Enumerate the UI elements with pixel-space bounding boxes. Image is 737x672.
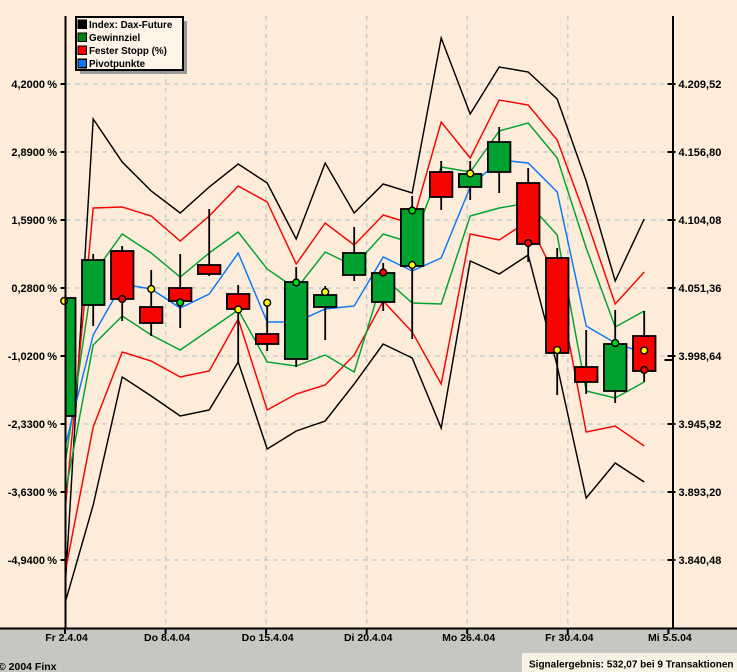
svg-text:Index: Dax-Future: Index: Dax-Future [89,20,173,31]
svg-text:-2,3300 %: -2,3300 % [8,419,58,431]
svg-text:4.051,36: 4.051,36 [679,283,722,295]
svg-text:1,5900 %: 1,5900 % [11,215,57,227]
svg-text:Fr 2.4.04: Fr 2.4.04 [45,632,88,644]
svg-text:-1,0200 %: -1,0200 % [8,351,58,363]
svg-text:4.104,08: 4.104,08 [679,215,722,227]
svg-text:© 2004 Finx: © 2004 Finx [0,661,57,672]
svg-text:0,2800 %: 0,2800 % [11,283,57,295]
svg-text:Do 8.4.04: Do 8.4.04 [144,632,190,644]
svg-text:Pivotpunkte: Pivotpunkte [89,59,146,70]
svg-text:Gewinnziel: Gewinnziel [89,33,140,44]
svg-text:Signalergebnis: 532,07 bei 9 T: Signalergebnis: 532,07 bei 9 Transaktion… [529,660,734,671]
svg-text:2,8900 %: 2,8900 % [11,147,57,159]
svg-text:4.209,52: 4.209,52 [679,79,722,91]
svg-text:Mo 26.4.04: Mo 26.4.04 [442,632,495,644]
svg-text:3.998,64: 3.998,64 [679,351,723,363]
svg-text:Di 20.4.04: Di 20.4.04 [344,632,393,644]
svg-text:4.156,80: 4.156,80 [679,147,722,159]
svg-text:3.893,20: 3.893,20 [679,487,722,499]
svg-text:3.945,92: 3.945,92 [679,419,722,431]
svg-text:4,2000 %: 4,2000 % [11,79,57,91]
svg-text:-3,6300 %: -3,6300 % [8,487,58,499]
svg-text:Mi 5.5.04: Mi 5.5.04 [648,632,692,644]
svg-text:3.840,48: 3.840,48 [679,555,722,567]
svg-text:Fester Stopp (%): Fester Stopp (%) [89,46,167,57]
svg-text:Fr 30.4.04: Fr 30.4.04 [545,632,594,644]
svg-text:-4,9400 %: -4,9400 % [8,555,58,567]
svg-text:Do 15.4.04: Do 15.4.04 [242,632,294,644]
